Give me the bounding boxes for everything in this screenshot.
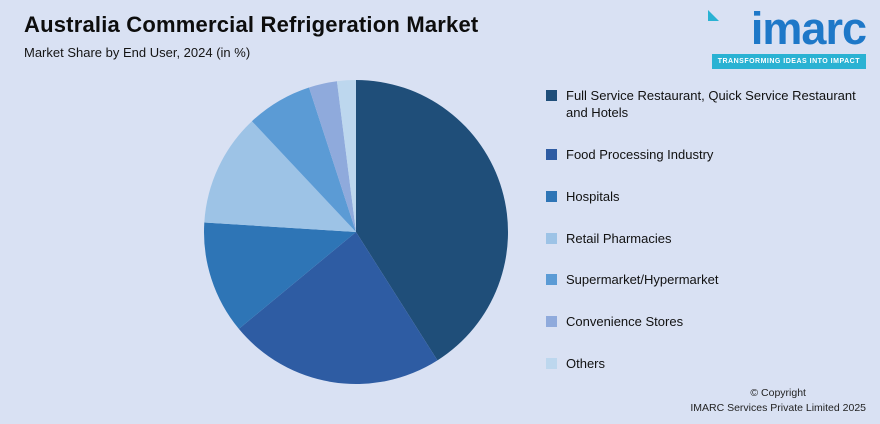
pie-slice [251, 87, 356, 232]
legend-label: Others [566, 356, 606, 372]
legend-label: Food Processing Industry [566, 146, 714, 162]
imarc-logo-text: imarc [750, 3, 867, 54]
legend-label: Full Service Restaurant, Quick Service R… [566, 88, 856, 120]
pie-slice [204, 222, 356, 329]
page-subtitle: Market Share by End User, 2024 (in %) [24, 45, 251, 60]
legend-swatch [546, 316, 557, 328]
imarc-logo-mark-icon [707, 10, 719, 21]
legend-swatch [546, 190, 557, 202]
legend-item: Others [546, 356, 876, 373]
legend-item: Full Service Restaurant, Quick Service R… [546, 88, 876, 122]
imarc-logo: imarc TRANSFORMING IDEAS INTO IMPACT [707, 3, 867, 69]
copyright-line1: © Copyright [750, 386, 806, 399]
pie-chart-area [200, 76, 512, 388]
legend-item: Convenience Stores [546, 314, 876, 331]
pie-slice [309, 81, 356, 232]
pie-chart [204, 80, 509, 385]
legend-swatch [546, 232, 557, 244]
legend-swatch [546, 358, 557, 370]
legend-item: Supermarket/Hypermarket [546, 272, 876, 289]
legend-swatch [546, 274, 557, 286]
legend-label: Hospitals [566, 188, 620, 204]
legend-swatch [546, 90, 557, 101]
legend-label: Retail Pharmacies [566, 230, 672, 246]
legend-item: Hospitals [546, 189, 876, 206]
legend: Full Service Restaurant, Quick Service R… [546, 88, 876, 398]
copyright: © Copyright IMARC Services Private Limit… [690, 386, 866, 416]
imarc-logo-tagline: TRANSFORMING IDEAS INTO IMPACT [711, 54, 866, 69]
chart-header: Australia Commercial Refrigeration Marke… [24, 12, 478, 60]
legend-label: Supermarket/Hypermarket [566, 272, 719, 288]
pie-slice [336, 80, 356, 232]
pie-slice [238, 232, 438, 385]
pie-slice [204, 121, 356, 232]
legend-label: Convenience Stores [566, 314, 684, 330]
copyright-line2: IMARC Services Private Limited 2025 [690, 401, 866, 414]
imarc-logo-inner: imarc TRANSFORMING IDEAS INTO IMPACT [707, 3, 867, 69]
legend-item: Retail Pharmacies [546, 231, 876, 248]
legend-item: Food Processing Industry [546, 147, 876, 164]
page-title: Australia Commercial Refrigeration Marke… [24, 12, 479, 37]
legend-swatch [546, 148, 557, 160]
pie-slice [356, 80, 509, 361]
